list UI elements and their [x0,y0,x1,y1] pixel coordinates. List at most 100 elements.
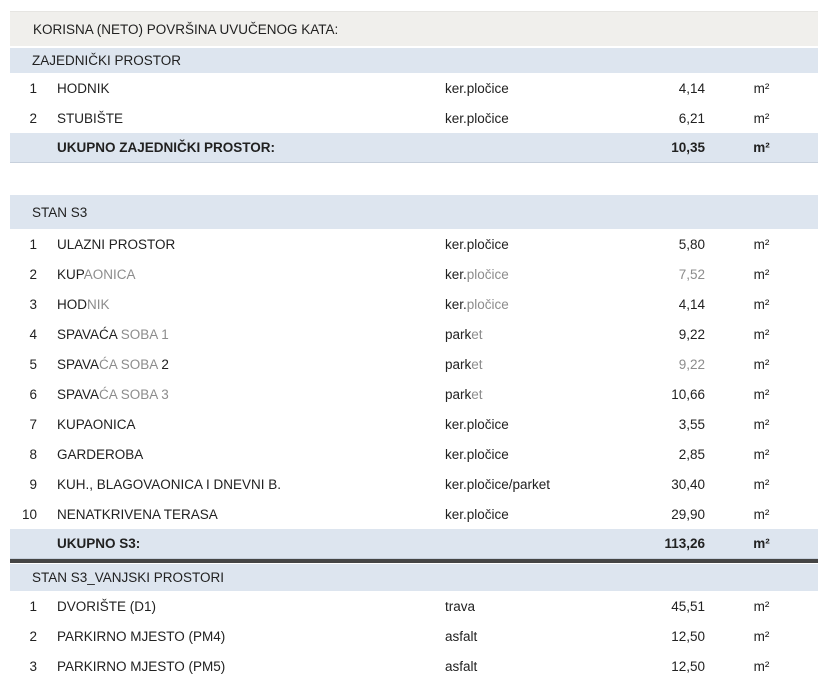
table-row: 2 STUBIŠTE ker.pločice 6,21 m² [10,103,818,133]
table-row: 7 KUPAONICA ker.pločice 3,55 m² [10,409,818,439]
area-unit: m² [753,236,770,252]
text-segment: SPAVAĆA [57,326,121,342]
area-value: 12,50 [671,658,705,674]
material-cell: asfalt [445,659,590,674]
text-segment: SPAVA [57,386,100,402]
area-unit: m² [753,446,770,462]
material-cell: ker.pločice [445,111,590,126]
area-value: 7,52 [678,266,705,282]
table-title: KORISNA (NETO) POVRŠINA UVUČENOG KATA: [33,21,339,37]
material-cell: ker.pločice [445,237,590,252]
material-cell: trava [445,599,590,614]
area-value: 29,90 [671,506,705,522]
room-name-cell: NENATKRIVENA TERASA [37,507,445,522]
text-segment: ĆA SOBA 3 [99,386,169,402]
table-row: 2 PARKIRNO MJESTO (PM4) asfalt 12,50 m² [10,621,818,651]
text-segment: ker. [445,296,467,312]
area-value: 12,50 [671,628,705,644]
row-number: 1 [29,236,37,252]
text-segment: GARDEROBA [57,446,144,462]
area-unit: m² [753,356,770,372]
row-number: 10 [21,506,37,522]
area-unit: m² [753,658,770,674]
text-segment: DVORIŠTE (D1) [57,598,157,614]
table-row: 1 HODNIK ker.pločice 4,14 m² [10,73,818,103]
text-segment: SOBA 1 [120,326,169,342]
area-unit: m² [753,416,770,432]
material-cell: asfalt [445,629,590,644]
table-row: 9 KUH., BLAGOVAONICA I DNEVNI B. ker.ploči… [10,469,818,499]
text-segment: PARKIRNO MJESTO (PM4) [57,628,226,644]
area-value: 45,51 [671,598,705,614]
area-value: 9,22 [678,326,705,342]
section-divider-rule [10,559,818,563]
table-row: 10 NENATKRIVENA TERASA ker.pločice 29,90 m² [10,499,818,529]
text-segment: ker.pločice [445,110,509,126]
area-unit: m² [753,326,770,342]
table-title-row: KORISNA (NETO) POVRŠINA UVUČENOG KATA: [10,11,818,46]
text-segment: park [445,356,472,372]
area-unit: m² [753,476,770,492]
material-cell: ker.pločice/parket [445,477,590,492]
area-value: 4,14 [678,296,705,312]
text-segment: ker.pločice/parket [445,476,551,492]
table-row: 1 DVORIŠTE (D1) trava 45,51 m² [10,591,818,621]
text-segment: et [471,386,483,402]
text-segment: KUH., BLAGOVAONICA I DNEVNI B. [57,476,282,492]
text-segment: AONICA [83,266,136,282]
text-segment: KUPAONICA [57,416,136,432]
section-gap [10,163,818,195]
table-row: 3 HODNIK ker.pločice 4,14 m² [10,289,818,319]
text-segment: ker. [445,266,467,282]
text-segment: asfalt [445,658,478,674]
area-value: 30,40 [671,476,705,492]
material-cell: parket [445,357,590,372]
area-table: KORISNA (NETO) POVRŠINA UVUČENOG KATA: Z… [10,11,818,681]
room-name-cell: ULAZNI PROSTOR [37,237,445,252]
text-segment: STUBIŠTE [57,110,124,126]
area-unit: m² [753,628,770,644]
material-cell: ker.pločice [445,417,590,432]
row-number: 2 [29,628,37,644]
area-value: 2,85 [678,446,705,462]
room-name-cell: KUPAONICA [37,417,445,432]
row-number: 1 [29,598,37,614]
total-label: UKUPNO ZAJEDNIČKI PROSTOR: [57,140,276,155]
table-row: 8 GARDEROBA ker.pločice 2,85 m² [10,439,818,469]
material-cell: ker.pločice [445,447,590,462]
room-name-cell: DVORIŠTE (D1) [37,599,445,614]
total-value: 113,26 [664,536,705,551]
room-name-cell: KUH., BLAGOVAONICA I DNEVNI B. [37,477,445,492]
room-name-cell: HODNIK [37,81,445,96]
room-name-cell: SPAVAĆA SOBA 1 [37,327,445,342]
material-cell: ker.pločice [445,81,590,96]
text-segment: park [445,326,472,342]
total-unit: m² [753,536,770,551]
material-cell: parket [445,387,590,402]
area-value: 4,14 [678,80,705,96]
text-segment: pločice [466,296,509,312]
row-number: 5 [29,356,37,372]
text-segment: NIK [87,296,110,312]
row-number: 3 [29,296,37,312]
total-unit: m² [753,140,770,155]
area-value: 6,21 [678,110,705,126]
material-cell: parket [445,327,590,342]
row-number: 1 [29,80,37,96]
row-number: 3 [29,658,37,674]
area-unit: m² [753,80,770,96]
material-cell: ker.pločice [445,297,590,312]
text-segment: asfalt [445,628,478,644]
text-segment: PARKIRNO MJESTO (PM5) [57,658,226,674]
area-unit: m² [753,296,770,312]
text-segment: 2 [161,356,169,372]
area-value: 3,55 [678,416,705,432]
table-row: 6 SPAVAĆA SOBA 3 parket 10,66 m² [10,379,818,409]
row-number: 2 [29,110,37,126]
text-segment: et [471,356,483,372]
section-header: STAN S3 [10,195,818,229]
area-unit: m² [753,386,770,402]
area-unit: m² [753,266,770,282]
total-label: UKUPNO S3: [57,536,141,551]
material-cell: ker.pločice [445,507,590,522]
